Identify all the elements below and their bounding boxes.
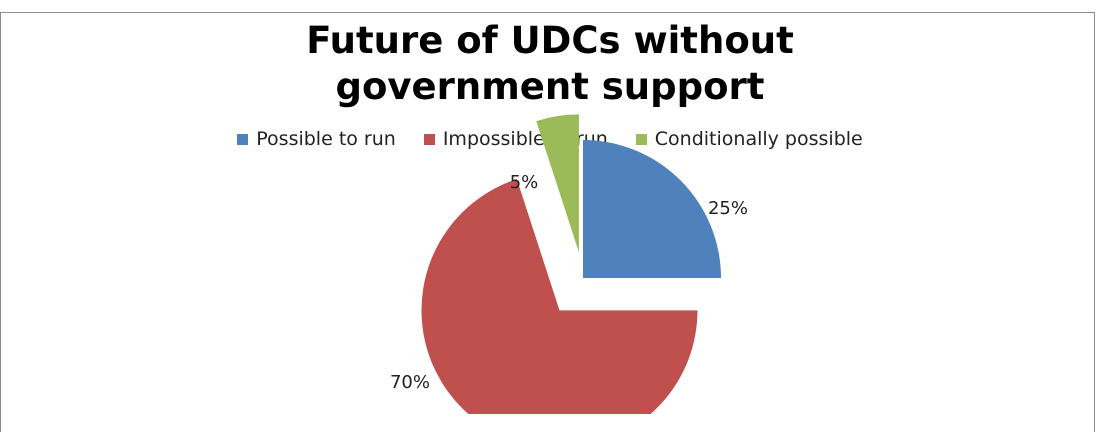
legend-label-possible: Possible to run — [256, 128, 396, 150]
legend-label-conditional: Conditionally possible — [654, 128, 863, 150]
pie-labels: 25% 70% 5% — [390, 172, 748, 393]
data-label-possible: 25% — [708, 198, 748, 219]
legend-item-conditional: Conditionally possible — [635, 128, 863, 150]
chart-title-line-1: Future of UDCs without — [306, 19, 794, 62]
pie-slice-possible — [583, 140, 721, 278]
pie-slices — [421, 114, 721, 414]
chart-title-line-2: government support — [335, 65, 765, 108]
data-label-conditional: 5% — [510, 172, 539, 193]
data-label-impossible: 70% — [390, 372, 430, 393]
pie-slice-conditional — [536, 114, 579, 253]
pie-slice-impossible — [421, 179, 698, 414]
legend-swatch-possible — [237, 133, 249, 145]
legend-item-possible: Possible to run — [237, 128, 396, 150]
pie-chart: 25% 70% 5% — [390, 114, 748, 414]
legend-swatch-impossible — [423, 133, 435, 145]
legend-swatch-conditional — [635, 133, 647, 145]
chart-title: Future of UDCs without government suppor… — [0, 18, 1100, 110]
